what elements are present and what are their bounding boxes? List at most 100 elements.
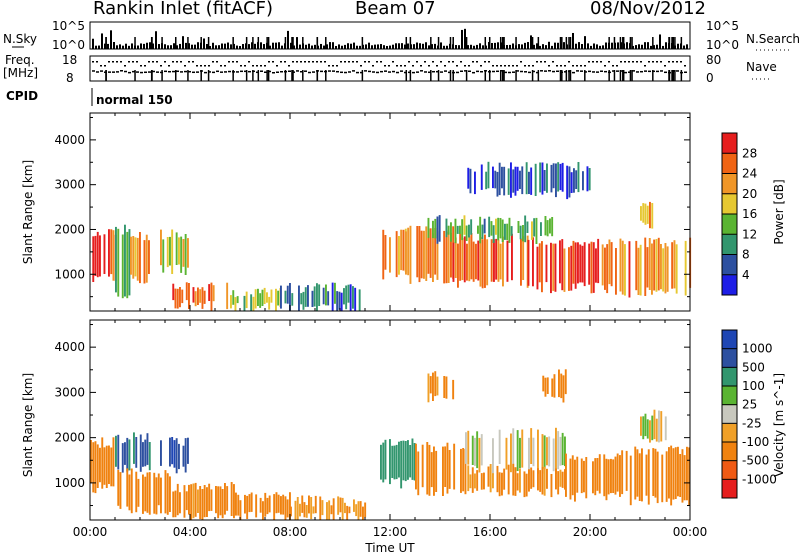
- data-cell: [559, 436, 562, 466]
- data-cell: [522, 225, 524, 242]
- data-cell: [322, 287, 325, 305]
- colorbar-swatch: [722, 348, 737, 368]
- data-cell: [487, 466, 490, 487]
- data-cell: [552, 243, 555, 291]
- freq-dot: [356, 71, 359, 74]
- data-cell: [454, 237, 457, 278]
- freq-dot: [404, 71, 407, 74]
- data-cell: [275, 288, 277, 311]
- data-cell: [555, 427, 557, 474]
- nsky-bar: [236, 45, 238, 49]
- data-cell: [666, 246, 669, 292]
- nave-dot: [536, 61, 538, 63]
- data-cell: [577, 242, 579, 284]
- data-cell: [268, 495, 271, 513]
- x-tick-label: 16:00: [473, 525, 508, 539]
- nsky-bar: [572, 32, 574, 49]
- data-cell: [445, 218, 448, 238]
- data-cell: [537, 429, 539, 474]
- nave-dot: [624, 61, 626, 63]
- data-cell: [453, 443, 456, 490]
- data-cell: [467, 465, 470, 492]
- data-cell: [541, 241, 543, 293]
- data-cell: [640, 416, 642, 436]
- data-cell: [472, 241, 475, 282]
- nsky-bar: [218, 45, 220, 49]
- colorbar-tick-label: 4: [742, 268, 750, 282]
- data-cell: [273, 494, 276, 520]
- data-cell: [208, 483, 211, 512]
- data-cell: [559, 240, 561, 284]
- freq-dot: [504, 71, 507, 74]
- freq-dot: [364, 70, 367, 72]
- nave-dot: [680, 61, 682, 63]
- nave-dot: [144, 65, 146, 67]
- nave-dot: [424, 61, 426, 63]
- freq-dot: [236, 71, 239, 73]
- nsky-bar: [368, 42, 370, 49]
- nsky-bar: [428, 45, 430, 49]
- data-cell: [662, 248, 665, 292]
- data-cell: [117, 228, 120, 297]
- x-tick-label: 20:00: [573, 525, 608, 539]
- nsky-bar: [542, 44, 544, 49]
- data-cell: [427, 217, 430, 238]
- freq-dot: [468, 70, 471, 73]
- data-cell: [172, 491, 175, 518]
- data-cell: [411, 438, 414, 480]
- freq-dot: [664, 71, 667, 74]
- data-cell: [259, 497, 262, 513]
- freq-dot: [624, 71, 627, 74]
- data-cell: [338, 291, 341, 310]
- freq-dot: [580, 70, 583, 72]
- freq-dot: [420, 70, 423, 72]
- freq-dot: [564, 71, 567, 73]
- nave-dot: [484, 61, 486, 63]
- nave-dot: [480, 65, 482, 67]
- freq-dot: [464, 70, 467, 72]
- nave-dot: [452, 61, 454, 63]
- data-cell: [526, 221, 529, 233]
- colorbar-tick-label: 16: [742, 207, 757, 221]
- freq-dot: [520, 70, 523, 73]
- data-cell: [197, 287, 199, 305]
- data-cell: [466, 243, 468, 281]
- data-cell: [362, 506, 364, 520]
- data-cell: [568, 247, 570, 291]
- data-cell: [328, 500, 331, 520]
- data-cell: [185, 282, 188, 301]
- y-tick-label: 4000: [54, 340, 85, 354]
- data-cell: [525, 162, 528, 195]
- data-cell: [448, 450, 451, 489]
- data-cell: [544, 216, 547, 236]
- data-cell: [463, 236, 466, 283]
- nave-dot: [548, 65, 550, 67]
- data-cell: [332, 498, 335, 520]
- data-cell: [558, 369, 560, 398]
- data-cell: [345, 285, 348, 310]
- freq-dot: [100, 70, 103, 72]
- data-cell: [516, 166, 519, 191]
- data-cell: [166, 473, 169, 515]
- nsky-bar: [314, 44, 316, 49]
- data-cell: [543, 170, 546, 191]
- data-cell: [468, 224, 470, 238]
- nave-dot: [156, 61, 158, 63]
- colorbar-swatch: [722, 173, 737, 195]
- data-cell: [243, 295, 246, 311]
- freq-dot: [548, 70, 551, 72]
- freq-dot: [112, 71, 115, 73]
- data-cell: [664, 243, 667, 294]
- nave-dot: [304, 61, 306, 63]
- data-cell: [164, 470, 167, 514]
- data-cell: [92, 236, 95, 282]
- nsky-bar: [548, 41, 550, 49]
- data-cell: [347, 284, 350, 303]
- data-cell: [430, 452, 433, 488]
- data-cell: [605, 458, 608, 501]
- nsky-bar: [632, 45, 634, 49]
- nave-dot: [352, 61, 354, 63]
- data-cell: [519, 225, 522, 240]
- data-cell: [316, 283, 318, 311]
- data-cell: [535, 217, 538, 244]
